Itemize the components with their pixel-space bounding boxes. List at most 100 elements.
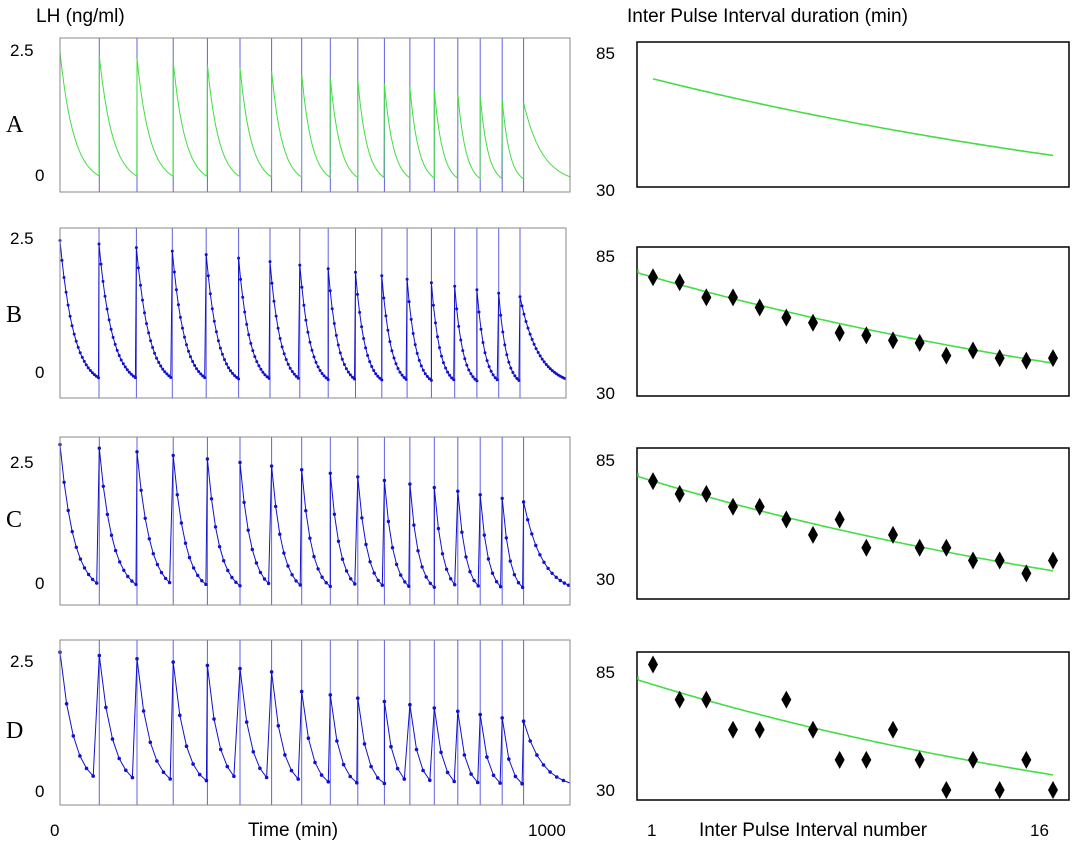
lh-data-point xyxy=(200,579,204,583)
y-tick-high: 2.5 xyxy=(10,652,34,671)
y-tick-30: 30 xyxy=(596,570,615,589)
y-tick-85: 85 xyxy=(596,451,615,470)
lh-data-point xyxy=(322,374,326,378)
lh-data-point xyxy=(485,359,489,363)
lh-data-point xyxy=(227,366,230,370)
lh-data-point xyxy=(497,291,501,295)
lh-data-point xyxy=(326,267,330,271)
lh-data-point xyxy=(504,536,508,540)
lh-data-point xyxy=(344,367,348,371)
lh-data-point xyxy=(421,768,425,773)
lh-data-point xyxy=(349,577,353,581)
lh-data-point xyxy=(242,500,246,505)
lh-data-point xyxy=(201,374,205,378)
panel-label: A xyxy=(6,112,24,138)
lh-data-point xyxy=(70,529,74,534)
lh-data-point xyxy=(524,320,528,323)
interval-data-point xyxy=(701,690,712,709)
lh-data-point xyxy=(276,326,280,330)
lh-data-point xyxy=(424,575,428,579)
lh-data-point xyxy=(247,333,251,337)
lh-data-point xyxy=(258,766,262,771)
lh-data-point xyxy=(246,528,250,532)
panel-a-lh: 2.5 0 A xyxy=(6,37,571,193)
lh-data-point xyxy=(216,339,220,343)
lh-data-point xyxy=(245,322,249,326)
lh-data-point xyxy=(319,773,324,777)
lh-data-point xyxy=(296,777,301,781)
lh-data-point xyxy=(64,702,69,706)
lh-data-point xyxy=(394,562,399,567)
panel-a-interval: 85 30 xyxy=(596,41,1070,200)
lh-data-point xyxy=(94,374,98,378)
lh-data-point xyxy=(528,332,532,336)
lh-data-point xyxy=(270,281,274,285)
lh-data-point xyxy=(189,355,192,359)
interval-data-point xyxy=(701,288,712,307)
lh-data-point xyxy=(117,756,121,761)
lh-data-point xyxy=(530,532,534,536)
lh-data-point xyxy=(251,750,256,754)
lh-data-point xyxy=(481,341,485,344)
lh-data-point xyxy=(155,562,160,567)
lh-data-point xyxy=(118,560,122,564)
lh-data-point xyxy=(101,484,106,488)
interval-data-point xyxy=(754,497,765,516)
interval-data-point xyxy=(781,690,792,709)
lh-data-point xyxy=(121,362,125,366)
lh-data-point xyxy=(62,276,66,279)
lh-data-point xyxy=(272,299,276,303)
lh-data-point xyxy=(141,709,146,713)
lh-data-point xyxy=(512,573,517,577)
lh-data-point xyxy=(368,560,372,564)
lh-data-point xyxy=(475,780,480,785)
lh-series-line xyxy=(59,240,567,383)
panel-b-interval: 85 30 xyxy=(596,246,1070,403)
lh-data-point xyxy=(304,509,308,513)
lh-data-point xyxy=(220,352,224,356)
interval-data-point xyxy=(1021,351,1032,370)
interval-data-point xyxy=(861,326,872,345)
lh-data-point xyxy=(229,369,232,373)
lh-data-point xyxy=(526,326,530,330)
lh-data-point xyxy=(199,372,203,376)
lh-data-point xyxy=(449,577,453,581)
interval-data-point xyxy=(808,720,818,739)
lh-data-point xyxy=(204,582,208,587)
lh-data-point xyxy=(161,770,166,774)
lh-data-point xyxy=(507,757,511,761)
lh-data-point xyxy=(562,581,567,585)
interval-data-point xyxy=(728,720,738,739)
lh-data-point xyxy=(308,340,312,344)
lh-data-point xyxy=(147,331,151,335)
y-tick-85: 85 xyxy=(596,663,615,682)
interval-data-point xyxy=(1048,551,1058,570)
lh-data-point xyxy=(135,657,139,661)
lh-data-point xyxy=(306,330,310,334)
lh-data-point xyxy=(163,576,168,581)
lh-data-point xyxy=(92,373,96,377)
lh-data-point xyxy=(521,500,526,504)
lh-data-point xyxy=(222,559,226,563)
fitted-curve xyxy=(637,472,1054,572)
lh-data-point xyxy=(483,351,487,355)
lh-data-point xyxy=(300,468,304,472)
lh-data-point xyxy=(469,772,473,776)
lh-data-point xyxy=(170,249,174,253)
interval-data-point xyxy=(728,497,738,516)
lh-data-point xyxy=(423,372,427,376)
lh-data-point xyxy=(99,262,103,266)
lh-data-point xyxy=(477,310,481,314)
lh-data-point xyxy=(205,457,210,461)
lh-data-point xyxy=(439,750,443,755)
interval-data-point xyxy=(701,484,712,503)
interval-data-point xyxy=(674,690,685,709)
lh-data-point xyxy=(204,778,209,783)
lh-data-point xyxy=(432,485,436,490)
lh-data-point xyxy=(554,775,559,779)
lh-data-point xyxy=(134,582,138,587)
lh-data-point xyxy=(210,307,214,311)
y-tick-zero: 0 xyxy=(35,363,44,382)
lh-data-point xyxy=(130,579,134,583)
